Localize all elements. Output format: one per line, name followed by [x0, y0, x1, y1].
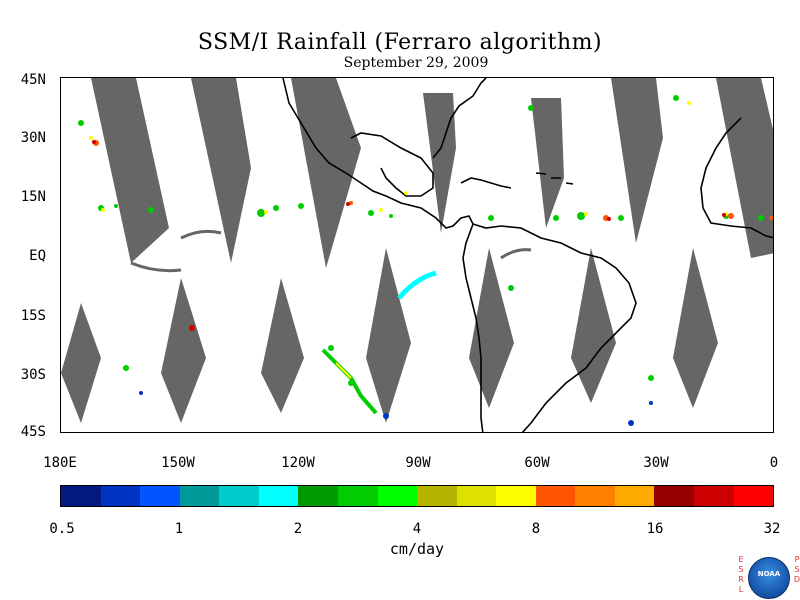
colorbar-cell — [694, 486, 734, 506]
colorbar-cell — [654, 486, 694, 506]
colorbar-cell — [535, 486, 576, 506]
colorbar-cell — [614, 486, 655, 506]
noaa-emblem-icon — [748, 557, 790, 599]
colorbar-label-32: 32 — [763, 521, 781, 537]
colorbar-cell — [733, 486, 774, 506]
coastlines — [282, 78, 773, 432]
no-data-swaths — [61, 78, 773, 423]
lon-label-0: 0 — [769, 455, 779, 471]
colorbar-label-16: 16 — [646, 521, 664, 537]
lat-label-30n: 30N — [20, 130, 46, 146]
colorbar-cell — [337, 486, 378, 506]
lon-label-90w: 90W — [405, 455, 431, 471]
colorbar-label-1: 1 — [174, 521, 184, 537]
colorbar-cell — [496, 486, 536, 506]
lon-label-180e: 180E — [43, 455, 77, 471]
colorbar-cell — [61, 486, 101, 506]
colorbar-cell — [298, 486, 338, 506]
colorbar-label-0-5: 0.5 — [49, 521, 75, 537]
colorbar-label-8: 8 — [531, 521, 541, 537]
colorbar-cell — [219, 486, 259, 506]
lat-label-45n: 45N — [20, 72, 46, 88]
noaa-logo: E S R L NOAA P S D — [736, 555, 800, 600]
colorbar-cell — [258, 486, 299, 506]
colorbar-units: cm/day — [389, 540, 445, 558]
psd-letters: P S D — [793, 555, 800, 584]
colorbar-label-2: 2 — [293, 521, 303, 537]
colorbar-label-4: 4 — [412, 521, 422, 537]
rainfall-map — [61, 78, 773, 432]
colorbar-cell — [100, 486, 141, 506]
lat-label-30s: 30S — [20, 367, 46, 383]
map-panel — [60, 77, 774, 433]
colorbar-cell — [140, 486, 180, 506]
esrl-letters: E S R L — [738, 555, 744, 594]
colorbar-cell — [575, 486, 615, 506]
colorbar-cell — [377, 486, 418, 506]
noaa-emblem-text: NOAA — [757, 570, 781, 578]
lon-label-60w: 60W — [524, 455, 550, 471]
map-date: September 29, 2009 — [343, 55, 489, 71]
lat-label-45s: 45S — [20, 424, 46, 440]
lat-label-15s: 15S — [20, 308, 46, 324]
colorbar-cell — [456, 486, 497, 506]
rain-cells — [78, 95, 773, 426]
colorbar-cell — [179, 486, 220, 506]
lon-label-150w: 150W — [161, 455, 195, 471]
lat-label-15n: 15N — [20, 189, 46, 205]
lon-label-30w: 30W — [643, 455, 669, 471]
map-title: SSM/I Rainfall (Ferraro algorithm) — [197, 30, 603, 55]
lon-label-120w: 120W — [281, 455, 315, 471]
colorbar — [60, 485, 774, 507]
colorbar-cell — [417, 486, 457, 506]
lat-label-eq: EQ — [29, 248, 46, 264]
